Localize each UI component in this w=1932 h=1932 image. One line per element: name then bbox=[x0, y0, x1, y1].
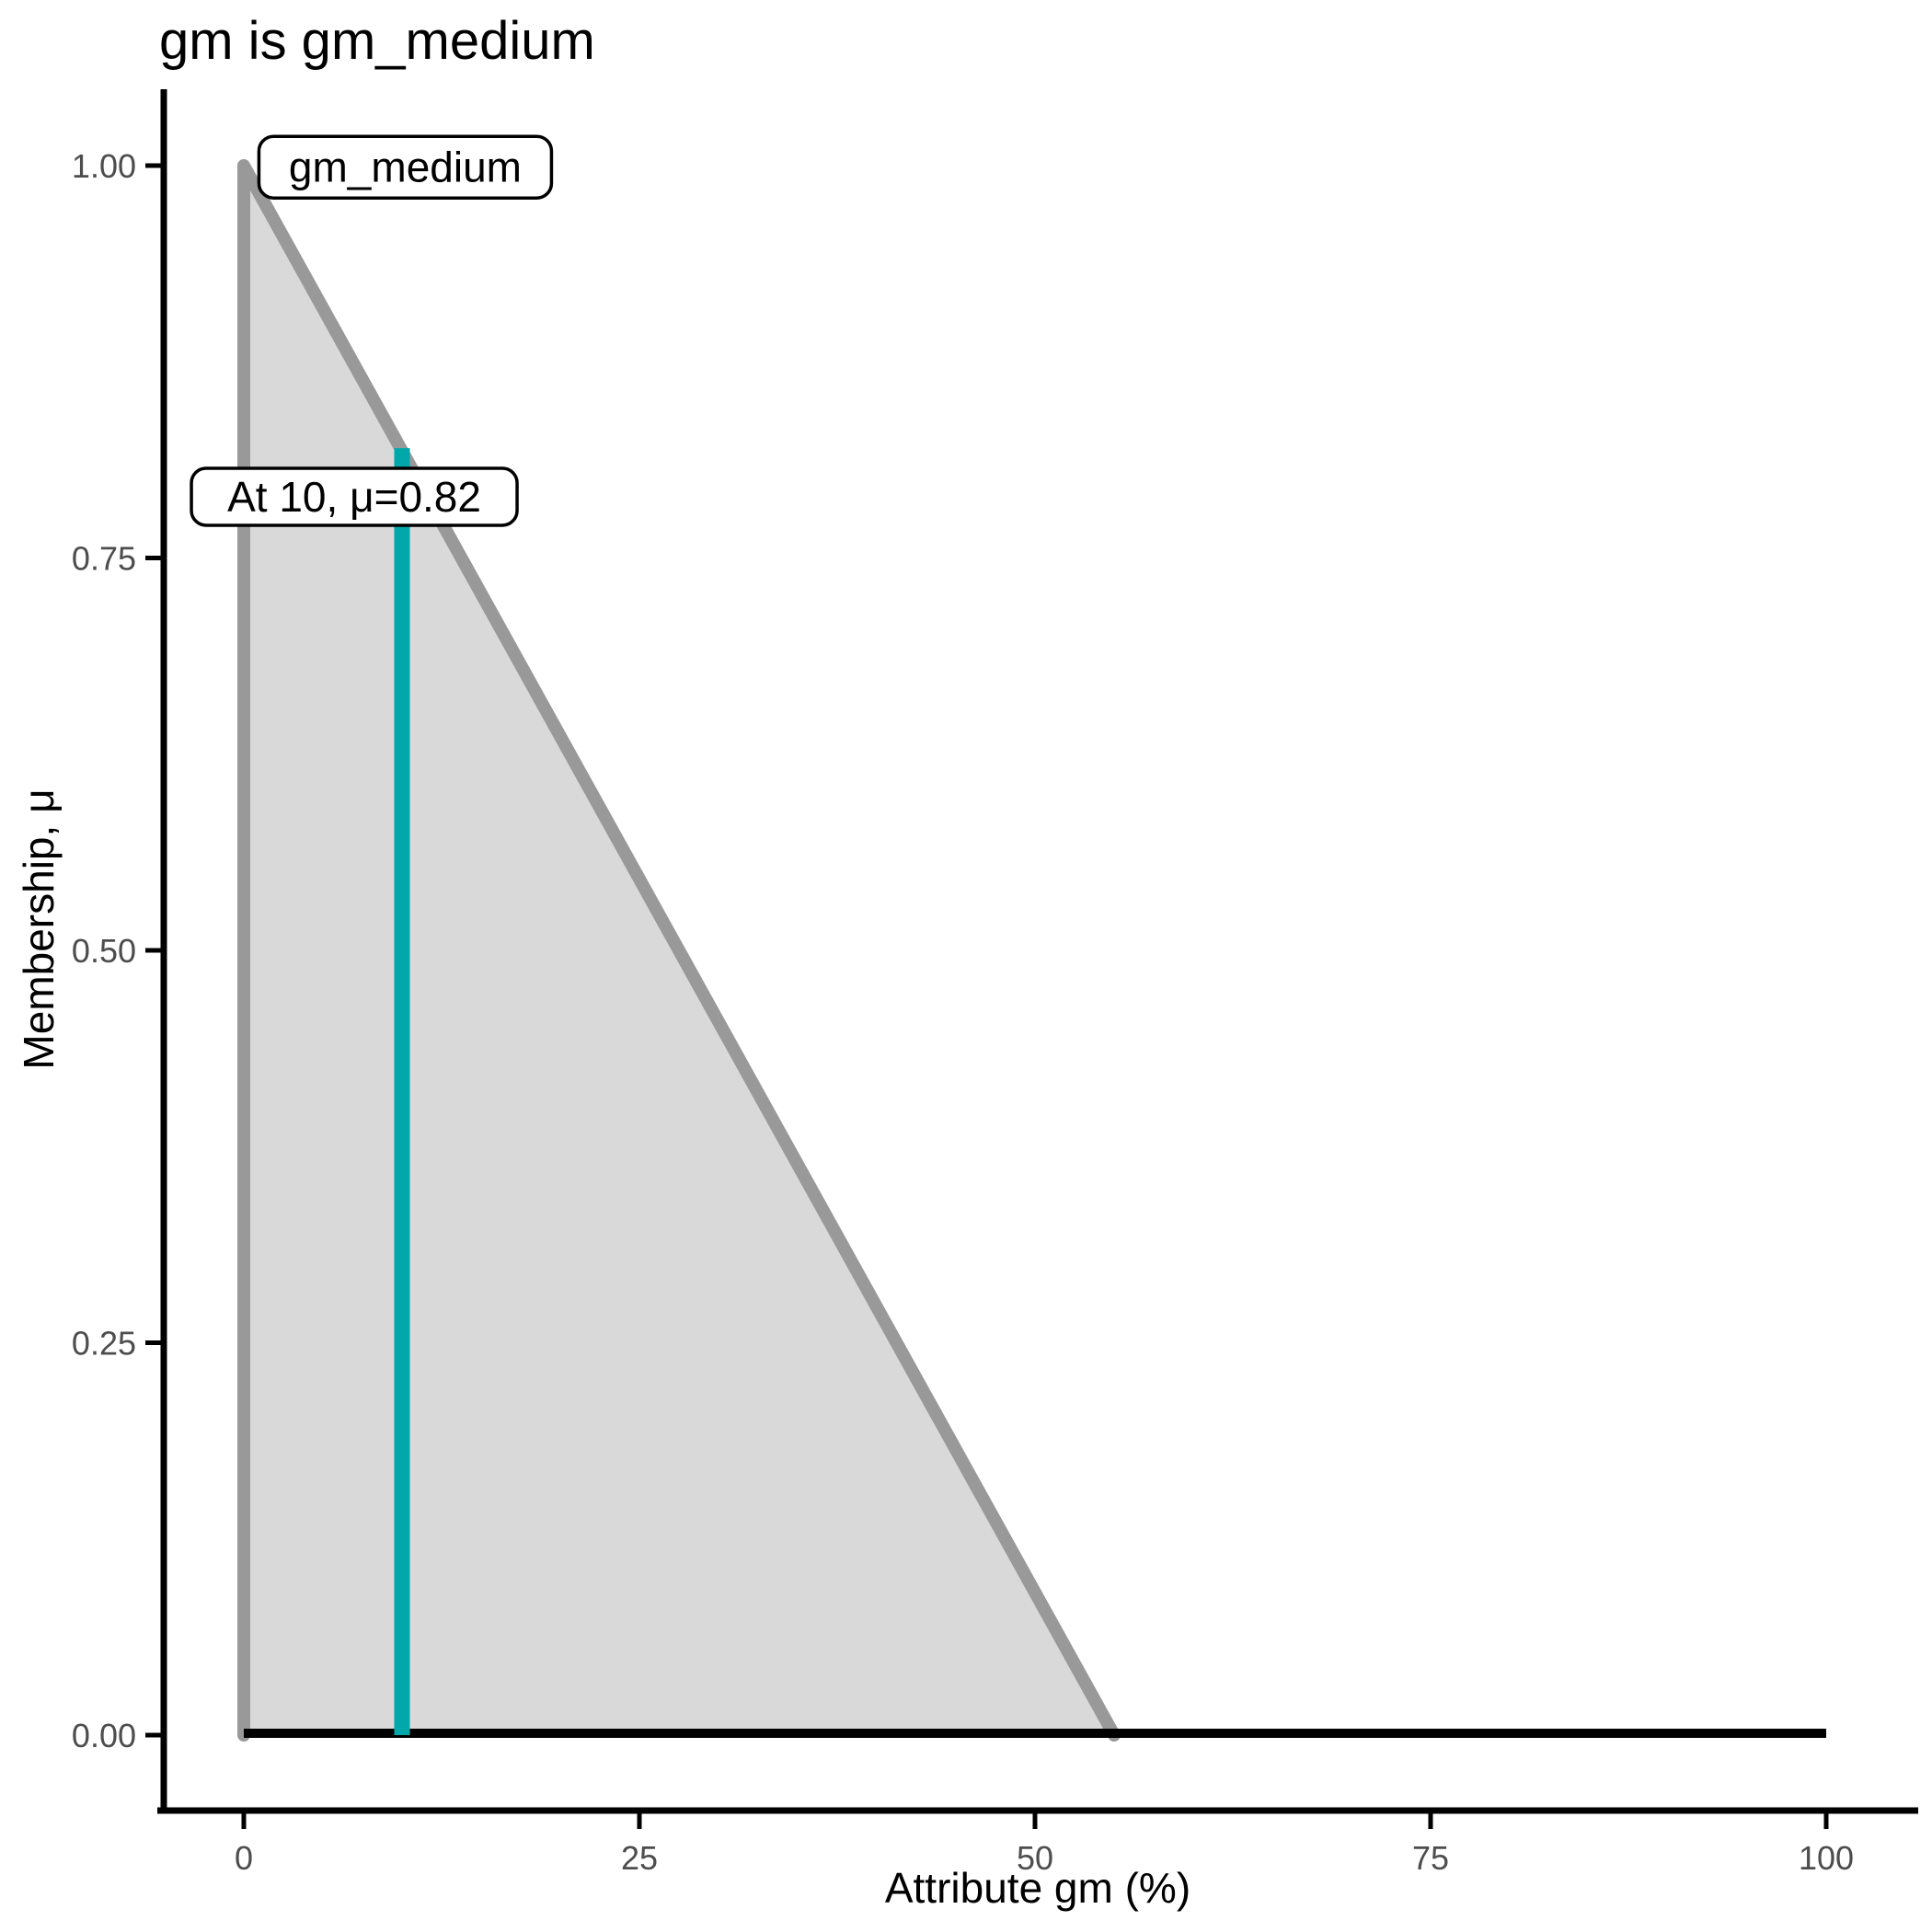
chart-layer: 0 25 50 75 100 0.00 0.25 0.50 0.75 1.00 gm_medium A… bbox=[72, 89, 1918, 1877]
x-axis-title: Attribute gm (%) bbox=[885, 1864, 1190, 1912]
x-tick-label: 100 bbox=[1799, 1839, 1854, 1877]
annotation-box-1 bbox=[190, 466, 519, 527]
y-tick-label: 0.25 bbox=[72, 1325, 136, 1363]
y-tick-label: 0.75 bbox=[72, 540, 136, 578]
y-tick-label: 0.00 bbox=[72, 1717, 136, 1754]
x-tick-label: 50 bbox=[1017, 1839, 1053, 1877]
annotation-label-0: gm_medium bbox=[289, 144, 522, 191]
y-tick-label: 0.50 bbox=[72, 932, 136, 970]
annotation-label-1: At 10, μ=0.82 bbox=[227, 473, 481, 521]
y-tick-label: 1.00 bbox=[72, 147, 136, 185]
y-axis-title: Membership, μ bbox=[15, 788, 63, 1069]
x-tick-label: 75 bbox=[1412, 1839, 1449, 1877]
chart-title: gm is gm_medium bbox=[159, 11, 595, 71]
x-tick-label: 25 bbox=[621, 1839, 658, 1877]
annotation-box-0 bbox=[257, 134, 554, 200]
x-tick-label: 0 bbox=[235, 1839, 253, 1877]
membership-area-edge bbox=[237, 159, 1121, 1742]
